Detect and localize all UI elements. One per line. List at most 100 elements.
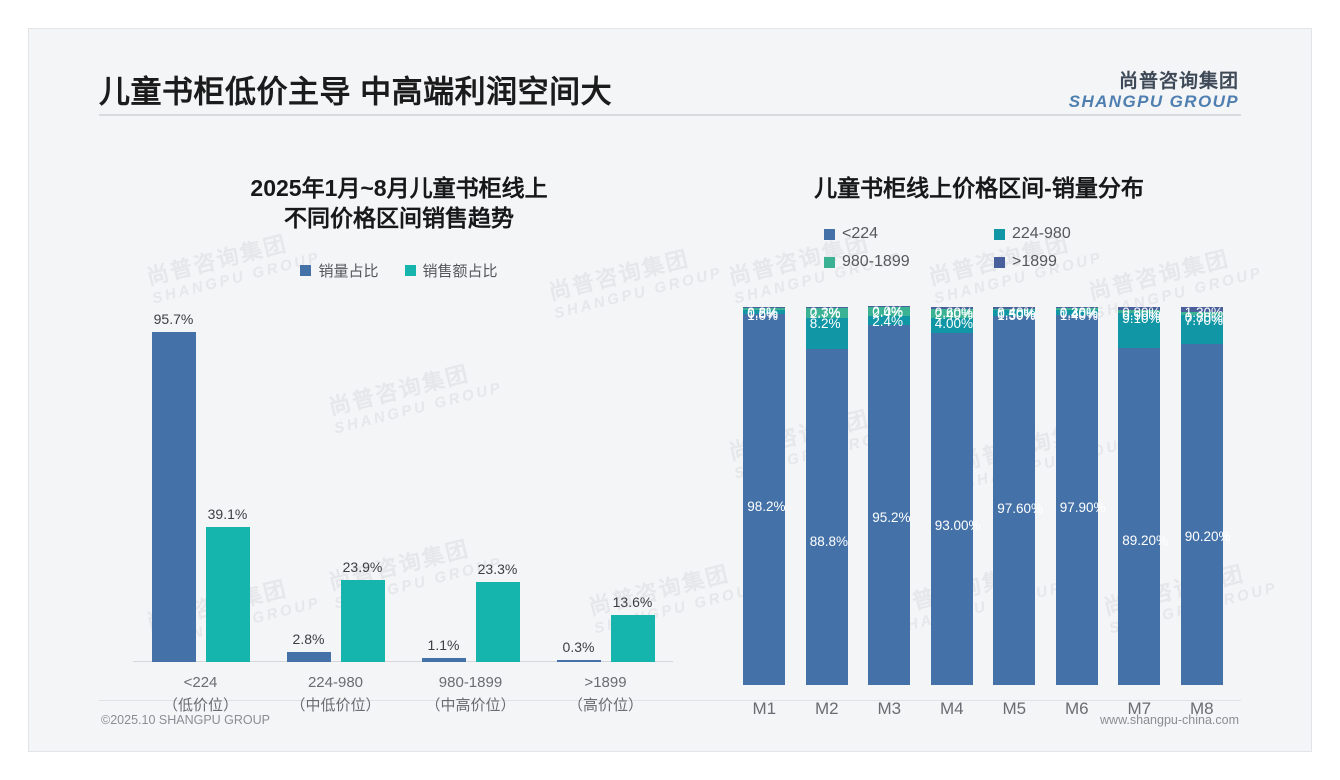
- segment-value-label: 2.7%: [809, 306, 841, 322]
- stack-segment-<224[interactable]: 97.60%: [993, 316, 1043, 685]
- bar-group: 95.7% 39.1% <224 （低价位）: [133, 311, 268, 714]
- legend-label: <224: [842, 225, 879, 243]
- bar-销量占比[interactable]: 95.7%: [151, 311, 196, 662]
- stack-segment-980-1899[interactable]: 2.40%: [930, 307, 973, 322]
- stack-segment->1899[interactable]: 0.80%: [1118, 305, 1161, 320]
- segment-value-label: 97.60%: [997, 501, 1044, 517]
- left-legend-item[interactable]: 销量占比: [300, 260, 379, 281]
- right-legend-item[interactable]: 224-980: [994, 225, 1124, 243]
- footer-website: www.shangpu-china.com: [1100, 713, 1239, 727]
- stack-segment-<224[interactable]: 98.2%: [743, 313, 786, 685]
- category-label-secondary: （高价位）: [567, 696, 644, 714]
- category-label-secondary: （中高价位）: [425, 696, 516, 714]
- stack-segment-980-1899[interactable]: 0.90%: [1118, 308, 1161, 323]
- stack-segment-224-980[interactable]: 1.40%: [1055, 308, 1098, 323]
- bar-销售额占比[interactable]: 13.6%: [610, 594, 655, 662]
- bar-value-label: 13.6%: [612, 594, 653, 611]
- bar-value-label: 95.7%: [153, 310, 194, 327]
- legend-label: >1899: [1012, 253, 1057, 271]
- stack-segment-<224[interactable]: 97.90%: [1055, 314, 1106, 685]
- stack-segment-980-1899[interactable]: 2.4%: [868, 305, 911, 320]
- segment-value-label: 90.20%: [1184, 529, 1231, 545]
- left-chart-title: 2025年1月~8月儿童书柜线上 不同价格区间销售趋势: [99, 173, 699, 234]
- stack-segment-980-1899[interactable]: 2.7%: [805, 306, 848, 322]
- segment-value-label: 2.40%: [934, 307, 974, 323]
- bar-销售额占比[interactable]: 39.1%: [205, 506, 250, 662]
- stack-segment-224-980[interactable]: 1.0%: [743, 308, 786, 323]
- left-legend-item[interactable]: 销售额占比: [404, 260, 498, 281]
- right-legend-item[interactable]: 980-1899: [824, 253, 954, 271]
- bar-销量占比[interactable]: 1.1%: [421, 637, 466, 662]
- stack-segment-<224[interactable]: 93.00%: [930, 333, 981, 685]
- stack-segment-980-1899[interactable]: 0.50%: [993, 307, 1036, 322]
- stack-segment->1899[interactable]: 0.2%: [743, 305, 786, 320]
- left-chart-legend: 销量占比 销售额占比: [99, 260, 699, 281]
- stack-segment-<224[interactable]: 90.20%: [1180, 344, 1231, 685]
- slide-header: 儿童书柜低价主导 中高端利润空间大 尚普咨询集团 SHANGPU GROUP: [29, 29, 1311, 129]
- segment-value-label: 0.80%: [1122, 305, 1161, 321]
- bar-value-label: 0.3%: [562, 639, 595, 655]
- stack-segment-980-1899[interactable]: 0.6%: [743, 306, 786, 321]
- segment-value-label: 1.40%: [1059, 307, 1099, 323]
- legend-swatch-icon: [300, 264, 312, 276]
- legend-swatch-icon: [404, 264, 416, 276]
- month-label: M3: [877, 699, 902, 718]
- stack-segment-224-980[interactable]: 1.50%: [993, 308, 1036, 323]
- stack-segment-<224[interactable]: 88.8%: [805, 349, 848, 685]
- category-label-primary: >1899: [584, 674, 627, 691]
- left-chart-axis: [133, 661, 673, 662]
- stacked-bar[interactable]: 88.8% 8.2% 2.7% 0.3% M2: [805, 305, 848, 718]
- stacked-bar[interactable]: 97.90% 1.40% 0.40% 0.30% M6: [1055, 305, 1106, 718]
- legend-label: 销售额占比: [422, 262, 498, 280]
- month-label: M6: [1064, 699, 1089, 718]
- month-label: M1: [752, 699, 777, 718]
- stack-segment-<224[interactable]: 89.20%: [1118, 347, 1168, 685]
- stack-segment->1899[interactable]: 1.30%: [1180, 305, 1223, 320]
- stacked-bar[interactable]: 97.60% 1.50% 0.50% 0.40% M5: [993, 305, 1043, 718]
- stack-segment-980-1899[interactable]: 0.40%: [1055, 306, 1098, 321]
- stack-segment-<224[interactable]: 95.2%: [868, 325, 911, 685]
- stack-segment-224-980[interactable]: 4.00%: [930, 316, 973, 334]
- segment-value-label: 0.80%: [1184, 309, 1224, 325]
- stack-segment->1899[interactable]: 0.3%: [805, 305, 848, 320]
- stack-segment-224-980[interactable]: 7.70%: [1180, 313, 1223, 345]
- stack-segment->1899[interactable]: 0.40%: [993, 305, 1036, 320]
- bar-销量占比[interactable]: 0.3%: [556, 639, 601, 662]
- stack-segment-224-980[interactable]: 9.10%: [1118, 311, 1161, 348]
- stacked-bar[interactable]: 98.2% 1.0% 0.6% 0.2% M1: [743, 305, 786, 718]
- segment-value-label: 9.10%: [1122, 311, 1161, 327]
- bar-销售额占比[interactable]: 23.3%: [475, 561, 520, 662]
- segment-value-label: 2.4%: [872, 314, 904, 330]
- stack-segment->1899[interactable]: 0.30%: [1055, 305, 1098, 320]
- segment-value-label: 98.2%: [747, 498, 786, 514]
- bar-value-label: 1.1%: [427, 637, 460, 654]
- right-chart-panel: 儿童书柜线上价格区间-销量分布 <224 224-980 980-1899 >1899…: [715, 147, 1243, 718]
- stacked-bar[interactable]: 95.2% 2.4% 2.4% 0.0% M3: [868, 304, 911, 718]
- stack-segment-224-980[interactable]: 2.4%: [868, 314, 911, 329]
- stacked-bar[interactable]: 90.20% 7.70% 0.80% 1.30% M8: [1180, 305, 1231, 718]
- stack-segment->1899[interactable]: 0.60%: [930, 305, 973, 320]
- segment-value-label: 0.60%: [934, 305, 974, 321]
- segment-value-label: 95.2%: [872, 510, 911, 526]
- right-chart-title: 儿童书柜线上价格区间-销量分布: [814, 175, 1144, 201]
- company-logo: 尚普咨询集团 SHANGPU GROUP: [1069, 71, 1239, 111]
- stack-segment-980-1899[interactable]: 0.80%: [1180, 310, 1223, 325]
- left-chart-title-line2: 不同价格区间销售趋势: [284, 205, 514, 232]
- bar-销售额占比[interactable]: 23.9%: [340, 559, 385, 662]
- stack-segment-224-980[interactable]: 8.2%: [805, 316, 848, 350]
- stack-segment->1899[interactable]: 0.0%: [868, 304, 911, 319]
- page-title: 儿童书柜低价主导 中高端利润空间大: [99, 74, 613, 110]
- month-label: M8: [1189, 699, 1214, 718]
- right-chart-legend: <224 224-980 980-1899 >1899: [824, 225, 1134, 271]
- month-label: M4: [939, 699, 964, 718]
- stacked-bar[interactable]: 89.20% 9.10% 0.90% 0.80% M7: [1118, 305, 1168, 718]
- month-label: M5: [1002, 699, 1027, 718]
- right-legend-item[interactable]: >1899: [994, 253, 1124, 271]
- month-label: M2: [814, 699, 839, 718]
- bar-销量占比[interactable]: 2.8%: [286, 631, 331, 662]
- right-legend-item[interactable]: <224: [824, 225, 954, 243]
- left-chart-title-line1: 2025年1月~8月儿童书柜线上: [250, 175, 548, 201]
- stacked-bar[interactable]: 93.00% 4.00% 2.40% 0.60% M4: [930, 305, 981, 718]
- segment-value-label: 0.0%: [872, 304, 904, 319]
- footer-divider: [99, 700, 1241, 701]
